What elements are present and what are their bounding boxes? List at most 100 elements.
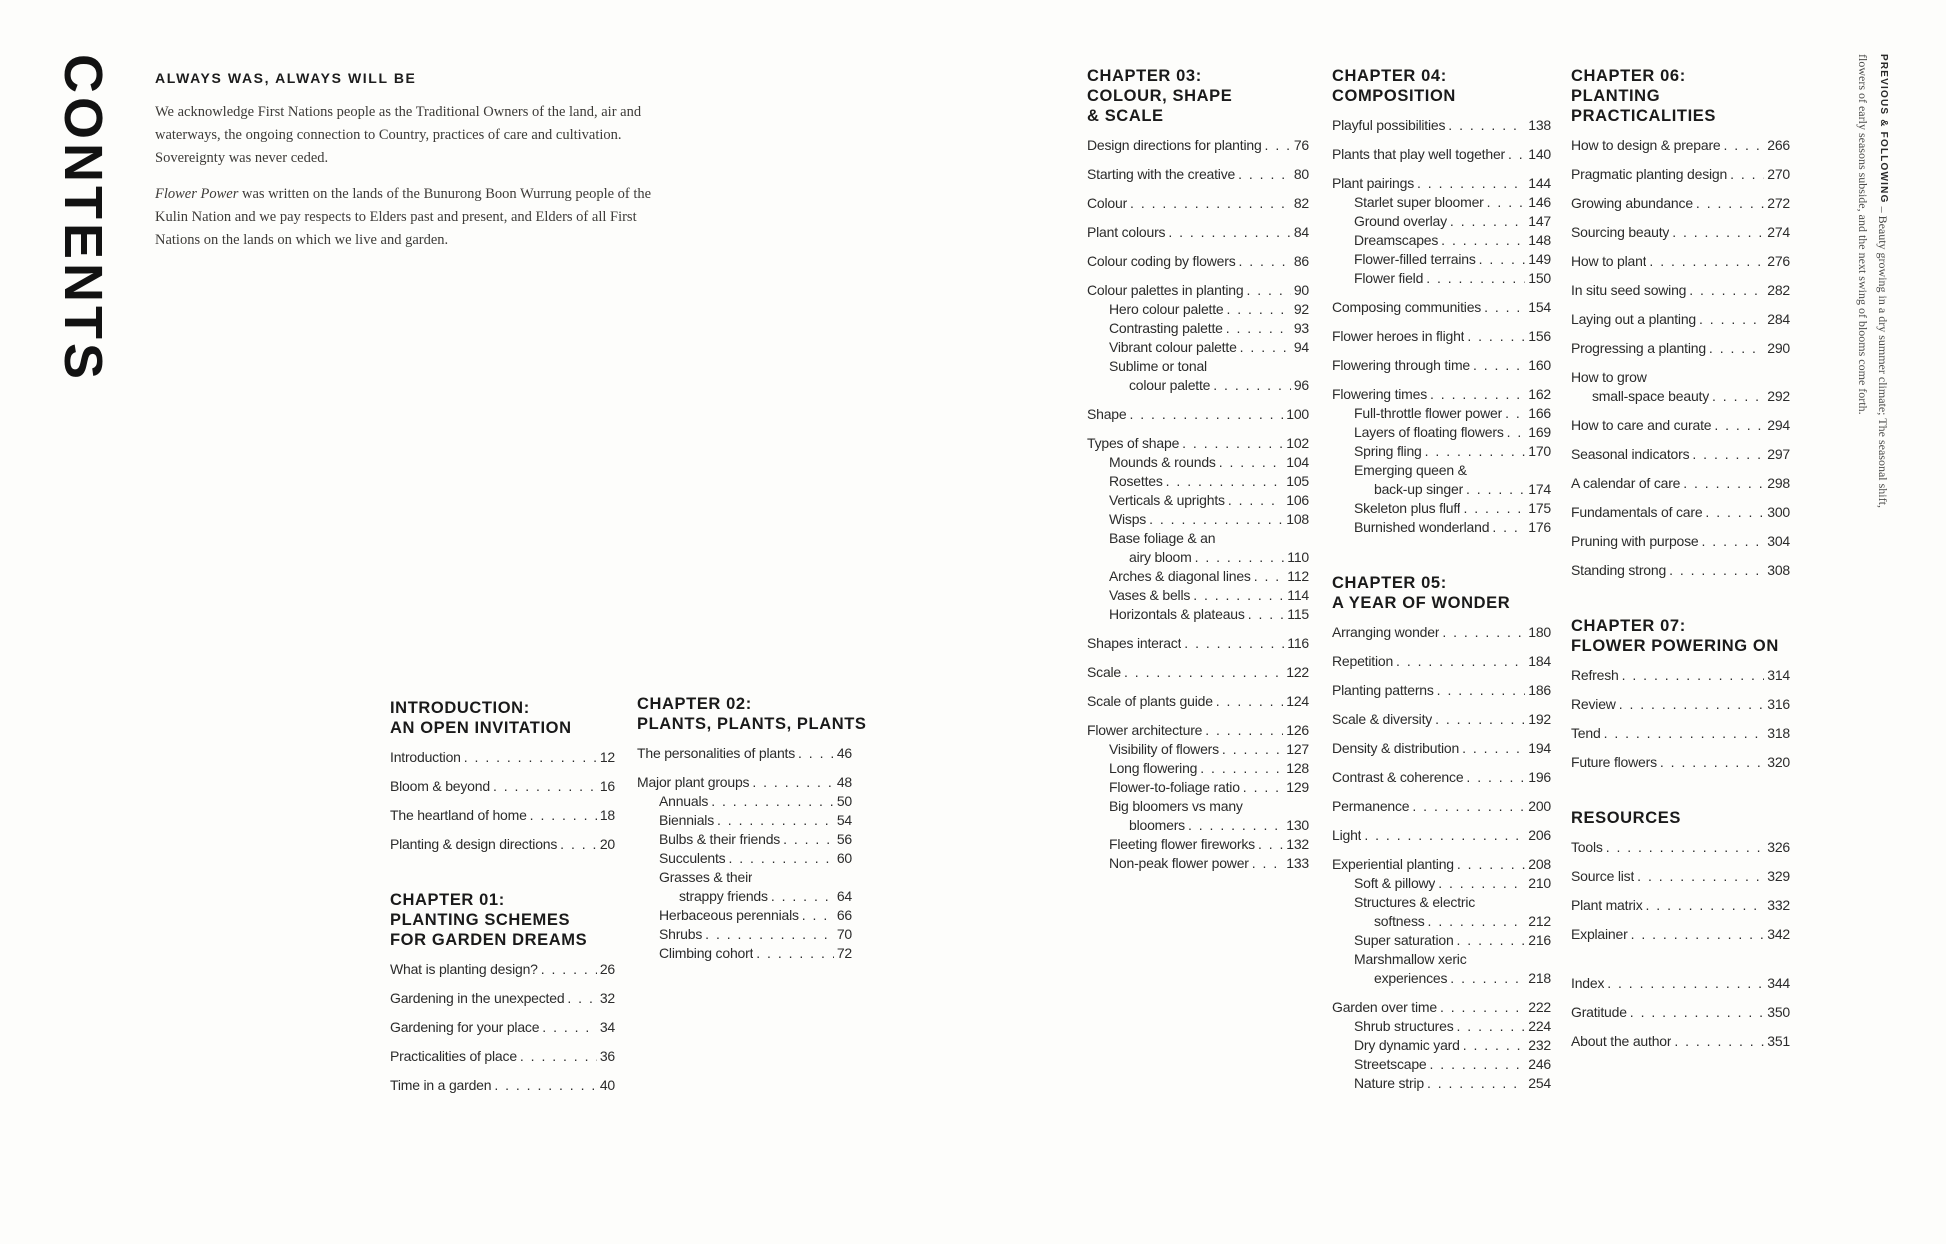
entry-page-number: 105	[1286, 473, 1309, 489]
entry-page-number: 150	[1528, 270, 1551, 286]
toc-entry: Gratitude 350	[1571, 1003, 1790, 1022]
section-heading-line: RESOURCES	[1571, 809, 1681, 827]
entry-label: Flower heroes in flight	[1332, 328, 1465, 344]
section-chapter-01: CHAPTER 01: PLANTING SCHEMES FOR GARDEN DR…	[390, 890, 615, 1095]
entry-label: Scale of plants guide	[1087, 693, 1213, 709]
section-heading-line: FOR GARDEN DREAMS	[390, 931, 588, 949]
entry-page-number: 222	[1528, 999, 1551, 1015]
entry-page-number: 147	[1528, 213, 1551, 229]
dot-leader	[1200, 759, 1283, 778]
entry-page-number: 26	[599, 961, 615, 977]
margin-note-line-1: PREVIOUS & FOLLOWING – Beauty growing in…	[1873, 54, 1893, 694]
entry-page-number: 114	[1287, 587, 1309, 603]
entry-page-number: 298	[1767, 475, 1790, 491]
toc-entry-continuation: softness 212	[1332, 912, 1551, 931]
entry-page-number: 208	[1528, 856, 1551, 872]
dot-leader	[1213, 376, 1291, 395]
entry-label: Plant matrix	[1571, 897, 1643, 913]
entry-page-number: 92	[1293, 301, 1309, 317]
entry-page-number: 32	[599, 990, 615, 1006]
toc-entry: Standing strong 308	[1571, 561, 1790, 580]
dot-leader	[1607, 974, 1764, 993]
toc-entry: Design directions for planting 76	[1087, 136, 1309, 155]
toc-entry: Horizontals & plateaus 115	[1087, 605, 1309, 624]
toc-entry: Composing communities 154	[1332, 298, 1551, 317]
entry-label: strappy friends	[679, 888, 768, 904]
entry-page-number: 344	[1767, 975, 1790, 991]
dot-leader	[1437, 681, 1526, 700]
dot-leader	[1709, 339, 1764, 358]
entry-label: Seasonal indicators	[1571, 446, 1690, 462]
toc-entry: Dreamscapes 148	[1332, 231, 1551, 250]
toc-entry: Starlet super bloomer 146	[1332, 193, 1551, 212]
toc-entry: Flower-filled terrains 149	[1332, 250, 1551, 269]
dot-leader	[1168, 223, 1290, 242]
section-heading-line: CHAPTER 06:	[1571, 67, 1686, 85]
entry-page-number: 108	[1286, 511, 1309, 527]
toc-entry: Repetition 184	[1332, 652, 1551, 671]
toc-column-3: CHAPTER 03: COLOUR, SHAPE & SCALE Design di…	[1087, 66, 1309, 873]
toc-entry: Hero colour palette 92	[1087, 300, 1309, 319]
section-resources: RESOURCES Tools 326 Source list 329 Plant mat…	[1571, 808, 1790, 1051]
entry-label: Laying out a planting	[1571, 311, 1697, 327]
entry-page-number: 20	[599, 836, 615, 852]
dot-leader	[1689, 281, 1764, 300]
toc-entry: Refresh 314	[1571, 666, 1790, 685]
entry-page-number: 194	[1528, 740, 1551, 756]
entry-label: Burnished wonderland	[1354, 519, 1490, 535]
dot-leader	[711, 792, 834, 811]
entry-page-number: 144	[1528, 175, 1551, 191]
entry-page-number: 175	[1528, 500, 1551, 516]
entry-page-number: 154	[1528, 299, 1551, 315]
dot-leader	[1188, 816, 1283, 835]
entry-page-number: 351	[1767, 1033, 1790, 1049]
toc-entry: In situ seed sowing 282	[1571, 281, 1790, 300]
toc-entry: Laying out a planting 284	[1571, 310, 1790, 329]
section-chapter-07: CHAPTER 07:FLOWER POWERING ONRefresh314R…	[1571, 616, 1790, 772]
entry-label: How to grow	[1571, 369, 1647, 385]
entry-label: Colour palettes in planting	[1087, 282, 1244, 298]
entry-label: Future flowers	[1571, 754, 1657, 770]
entry-page-number: 210	[1528, 875, 1551, 891]
entry-page-number: 116	[1287, 635, 1309, 651]
dot-leader	[520, 1047, 597, 1066]
entry-label: Bloom & beyond	[390, 778, 490, 794]
toc-entry: Flower field 150	[1332, 269, 1551, 288]
entry-label: Ground overlay	[1354, 213, 1447, 229]
entry-page-number: 246	[1528, 1056, 1551, 1072]
toc-entry: Grasses & their	[637, 868, 852, 887]
dot-leader	[1450, 212, 1525, 231]
entry-page-number: 84	[1293, 224, 1309, 240]
dot-leader	[728, 849, 833, 868]
entry-page-number: 133	[1286, 855, 1309, 871]
dot-leader	[1448, 116, 1525, 135]
dot-leader	[1630, 1003, 1764, 1022]
entry-label: Skeleton plus fluff	[1354, 500, 1461, 516]
dot-leader	[530, 806, 597, 825]
entry-label: Sublime or tonal	[1109, 358, 1207, 374]
section-heading: CHAPTER 02: PLANTS, PLANTS, PLANTS	[637, 694, 866, 734]
entry-label: How to care and curate	[1571, 417, 1712, 433]
entry-page-number: 274	[1767, 224, 1790, 240]
toc-entry: Practicalities of place 36	[390, 1047, 615, 1066]
acknowledgment-block: ALWAYS WAS, ALWAYS WILL BE We acknowledg…	[155, 70, 670, 264]
acknowledgment-heading: ALWAYS WAS, ALWAYS WILL BE	[155, 70, 417, 86]
entry-label: Visibility of flowers	[1109, 741, 1219, 757]
dot-leader	[1457, 931, 1526, 950]
entry-label: Dreamscapes	[1354, 232, 1439, 248]
dot-leader	[1184, 634, 1284, 653]
entry-label: airy bloom	[1129, 549, 1192, 565]
toc-entry: Vibrant colour palette 94	[1087, 338, 1309, 357]
dot-leader	[1442, 623, 1525, 642]
entry-page-number: 156	[1528, 328, 1551, 344]
toc-entry: Climbing cohort 72	[637, 944, 852, 963]
toc-entry: Plant colours 84	[1087, 223, 1309, 242]
entry-label: About the author	[1571, 1033, 1672, 1049]
section-heading-line: CHAPTER 01:	[390, 891, 505, 909]
toc-entry: Marshmallow xeric	[1332, 950, 1551, 969]
entry-page-number: 96	[1293, 377, 1309, 393]
toc-entry: Flowering through time 160	[1332, 356, 1551, 375]
margin-note-line-2: flowers of early seasons subside, and th…	[1856, 54, 1870, 415]
entry-label: Composing communities	[1332, 299, 1482, 315]
acknowledgment-paragraph-2: Flower Power was written on the lands of…	[155, 183, 670, 252]
